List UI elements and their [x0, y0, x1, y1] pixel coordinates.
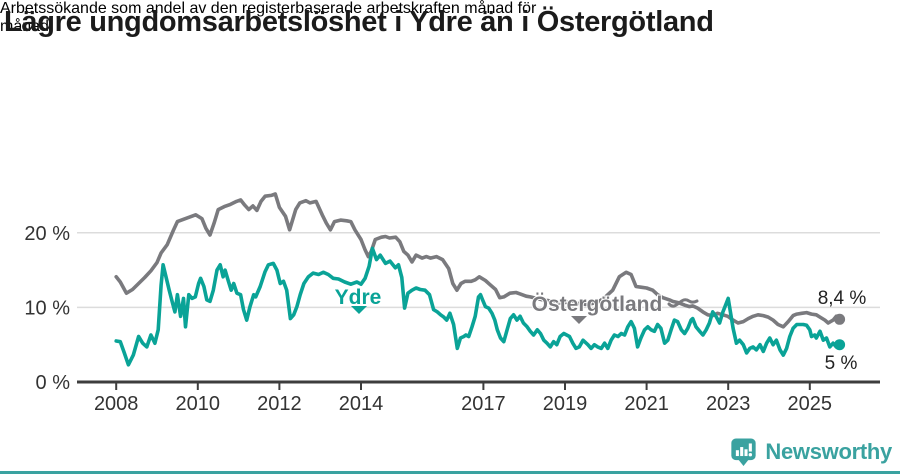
- x-tick-label: 2021: [624, 393, 669, 415]
- newsworthy-logo[interactable]: Newsworthy: [730, 437, 892, 467]
- y-tick-label: 0 %: [36, 372, 71, 394]
- series-label-ostergotland: Östergötland: [532, 293, 663, 316]
- x-tick-label: 2025: [788, 393, 833, 415]
- y-tick-label: 10 %: [24, 297, 70, 319]
- x-tick-label: 2010: [176, 393, 221, 415]
- ostergotland-label-caret-icon: [571, 316, 587, 324]
- ydre-label-caret-icon: [351, 306, 367, 314]
- series-end-dot-ydre: [834, 339, 846, 351]
- page-title: Lägre ungdomsarbetslöshet i Ydre än i Ös…: [4, 6, 714, 38]
- x-tick-label: 2008: [94, 393, 139, 415]
- x-tick-label: 2019: [543, 393, 588, 415]
- ostergotland-label-connector: [667, 298, 699, 308]
- x-tick-label: 2012: [257, 393, 302, 415]
- x-tick-label: 2014: [339, 393, 384, 415]
- series-line-östergötland: [114, 192, 842, 329]
- brand-wordmark: Newsworthy: [765, 439, 892, 464]
- end-value-ostergotland: 8,4 %: [818, 288, 867, 309]
- series-line-ydre: [114, 246, 842, 367]
- series-end-dot-östergötland: [834, 313, 846, 325]
- footer-accent-bar: [0, 471, 900, 474]
- series-label-ydre: Ydre: [335, 286, 382, 309]
- subtitle-line-1: Arbetssökande som andel av den registerb…: [0, 0, 537, 17]
- x-tick-label: 2017: [461, 393, 506, 415]
- y-tick-label: 20 %: [24, 223, 70, 245]
- end-value-ydre: 5 %: [825, 353, 858, 374]
- subtitle-line-2: månad.: [0, 18, 54, 35]
- x-tick-label: 2023: [706, 393, 751, 415]
- newsworthy-bubble-icon: [731, 438, 757, 466]
